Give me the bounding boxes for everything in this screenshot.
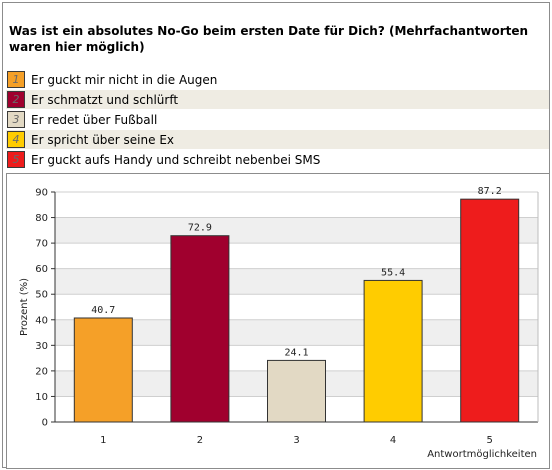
legend-item-3: 3 Er redet über Fußball — [6, 110, 549, 129]
bar-1 — [73, 317, 133, 423]
value-labels: 40.7 72.9 24.1 55.4 87.2 — [91, 186, 501, 358]
grid-band — [55, 268, 538, 295]
question-title: Was ist ein absolutes No-Go beim ersten … — [9, 24, 529, 54]
x-tick-label-4: 4 — [390, 435, 396, 446]
y-axis-title: Prozent (%) — [19, 278, 30, 336]
grid-band — [55, 294, 538, 320]
legend-number-4: 4 — [12, 133, 20, 146]
legend-label-3: Er redet über Fußball — [31, 112, 158, 127]
plot-background — [55, 192, 538, 422]
legend-label-2: Er schmatzt und schlürft — [31, 92, 179, 107]
y-tick-label: 0 — [42, 418, 48, 429]
legend-swatch-4: 4 — [7, 131, 25, 148]
grid-band — [55, 243, 538, 269]
legend-label-1: Er guckt mir nicht in die Augen — [31, 72, 218, 87]
y-tick-label: 30 — [35, 341, 48, 352]
legend: 1 Er guckt mir nicht in die Augen 2 Er s… — [6, 70, 549, 170]
value-label-2: 72.9 — [188, 223, 212, 234]
y-tick-label: 40 — [35, 315, 48, 326]
bar-2 — [170, 235, 230, 423]
legend-number-5: 5 — [12, 153, 20, 166]
y-tick-label: 90 — [35, 188, 48, 199]
legend-label-5: Er guckt aufs Handy und schreibt nebenbe… — [31, 152, 321, 167]
y-tick-label: 10 — [35, 392, 48, 403]
value-label-5: 87.2 — [478, 186, 502, 197]
bar-chart: 0 10 20 30 40 50 60 70 80 90 1 2 3 4 5 40.7 72.9 24.1 55… — [19, 186, 539, 460]
legend-item-5: 5 Er guckt aufs Handy und schreibt neben… — [6, 150, 549, 169]
legend-item-2: 2 Er schmatzt und schlürft — [6, 90, 549, 109]
grid-band — [55, 217, 538, 244]
bar-5 — [460, 198, 520, 423]
legend-number-2: 2 — [12, 93, 20, 106]
x-tick-label-5: 5 — [487, 435, 493, 446]
legend-swatch-1: 1 — [7, 71, 25, 88]
legend-item-4: 4 Er spricht über seine Ex — [6, 130, 549, 149]
grid-band — [55, 319, 538, 346]
grid-band — [55, 192, 538, 218]
x-tick-label-1: 1 — [100, 435, 106, 446]
x-tick-labels: 1 2 3 4 5 — [100, 435, 493, 446]
value-label-1: 40.7 — [91, 305, 115, 316]
x-axis-title: Antwortmöglichkeiten — [427, 449, 537, 460]
y-tick-label: 80 — [35, 213, 48, 224]
y-tick-labels: 0 10 20 30 40 50 60 70 80 90 — [35, 188, 48, 429]
chart-box: 0 10 20 30 40 50 60 70 80 90 1 2 3 4 5 40.7 72.9 24.1 55… — [6, 173, 550, 469]
legend-label-4: Er spricht über seine Ex — [31, 132, 174, 147]
bar-4 — [363, 279, 423, 423]
legend-item-1: 1 Er guckt mir nicht in die Augen — [6, 70, 549, 89]
value-label-3: 24.1 — [284, 347, 308, 358]
legend-number-1: 1 — [12, 73, 20, 86]
y-tick-label: 20 — [35, 366, 48, 377]
y-tick-label: 60 — [35, 264, 48, 275]
legend-number-3: 3 — [12, 113, 20, 126]
y-tick-label: 70 — [35, 239, 48, 250]
bar-3 — [267, 359, 326, 423]
legend-swatch-3: 3 — [7, 111, 25, 128]
legend-swatch-5: 5 — [7, 151, 25, 168]
plot-frame — [51, 191, 539, 423]
value-label-4: 55.4 — [381, 267, 405, 278]
legend-swatch-2: 2 — [7, 91, 25, 108]
x-tick-label-3: 3 — [293, 435, 299, 446]
x-tick-label-2: 2 — [197, 435, 203, 446]
bars — [73, 198, 520, 423]
y-tick-label: 50 — [35, 290, 48, 301]
